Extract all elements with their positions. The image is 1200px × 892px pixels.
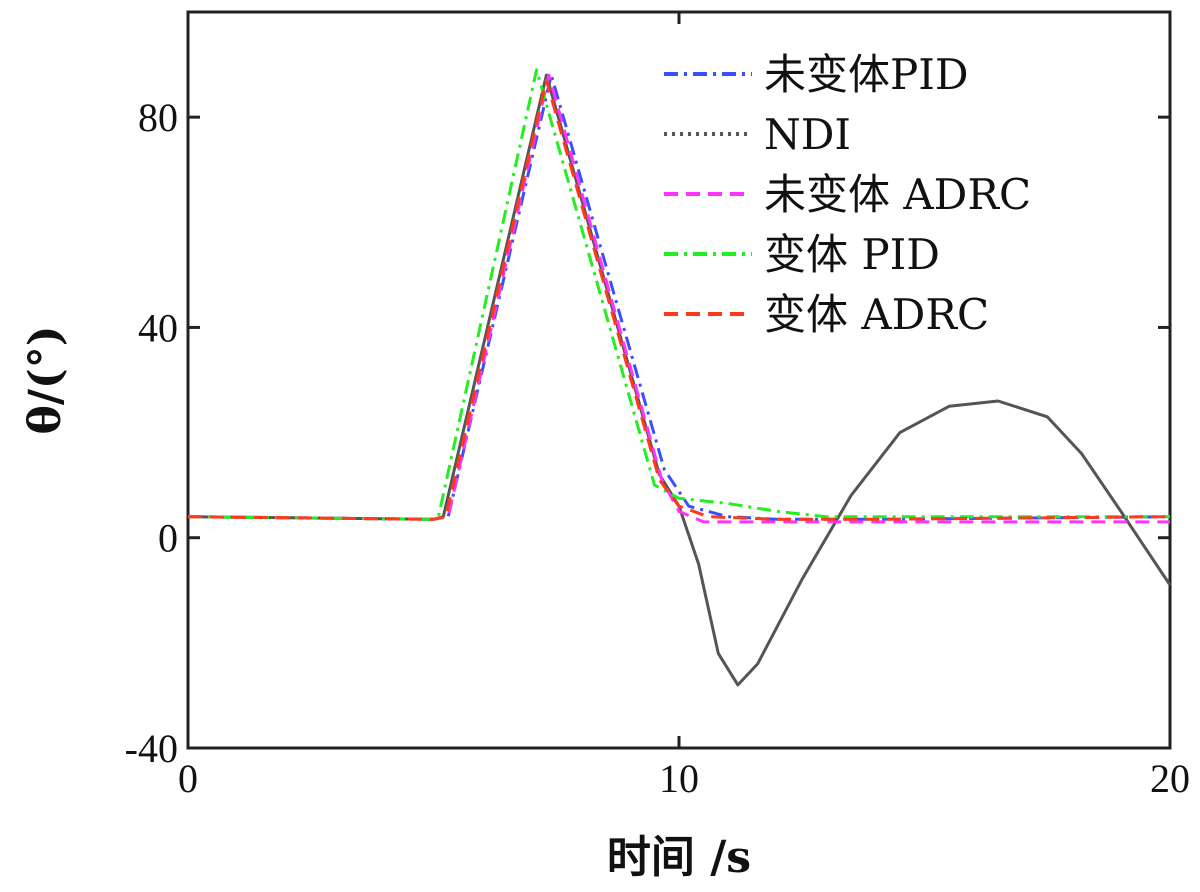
series-line-5 (187, 78, 1171, 521)
series-layer (187, 68, 1172, 687)
y-tick-label: 40 (138, 305, 178, 350)
series-line-2 (187, 73, 1172, 687)
legend-label-4: 变体 PID (764, 230, 940, 279)
x-tick-label: 10 (659, 756, 699, 801)
y-tick-label: 80 (138, 95, 178, 140)
plot-frame (186, 10, 1172, 750)
legend-label-3: 未变体 ADRC (764, 170, 1031, 219)
y-tick-label: -40 (125, 726, 178, 771)
legend-label-2: NDI (764, 110, 851, 159)
legend: 未变体PID NDI 未变体 ADRC 变体 PID 变体 ADRC (664, 50, 1031, 339)
y-tick-label: 0 (158, 516, 178, 561)
x-tick-label: 20 (1150, 756, 1190, 801)
series-line-4 (187, 68, 1170, 521)
y-axis-label: θ/(°) (20, 325, 71, 434)
legend-label-1: 未变体PID (764, 50, 969, 99)
series-line-1 (187, 73, 1171, 521)
x-tick-label: 0 (178, 756, 198, 801)
x-axis-label: 时间 /s (607, 832, 751, 883)
plot-area (186, 10, 1172, 750)
series-line-3 (187, 73, 1170, 524)
axis-ticks (186, 12, 1172, 750)
legend-label-5: 变体 ADRC (764, 290, 989, 339)
